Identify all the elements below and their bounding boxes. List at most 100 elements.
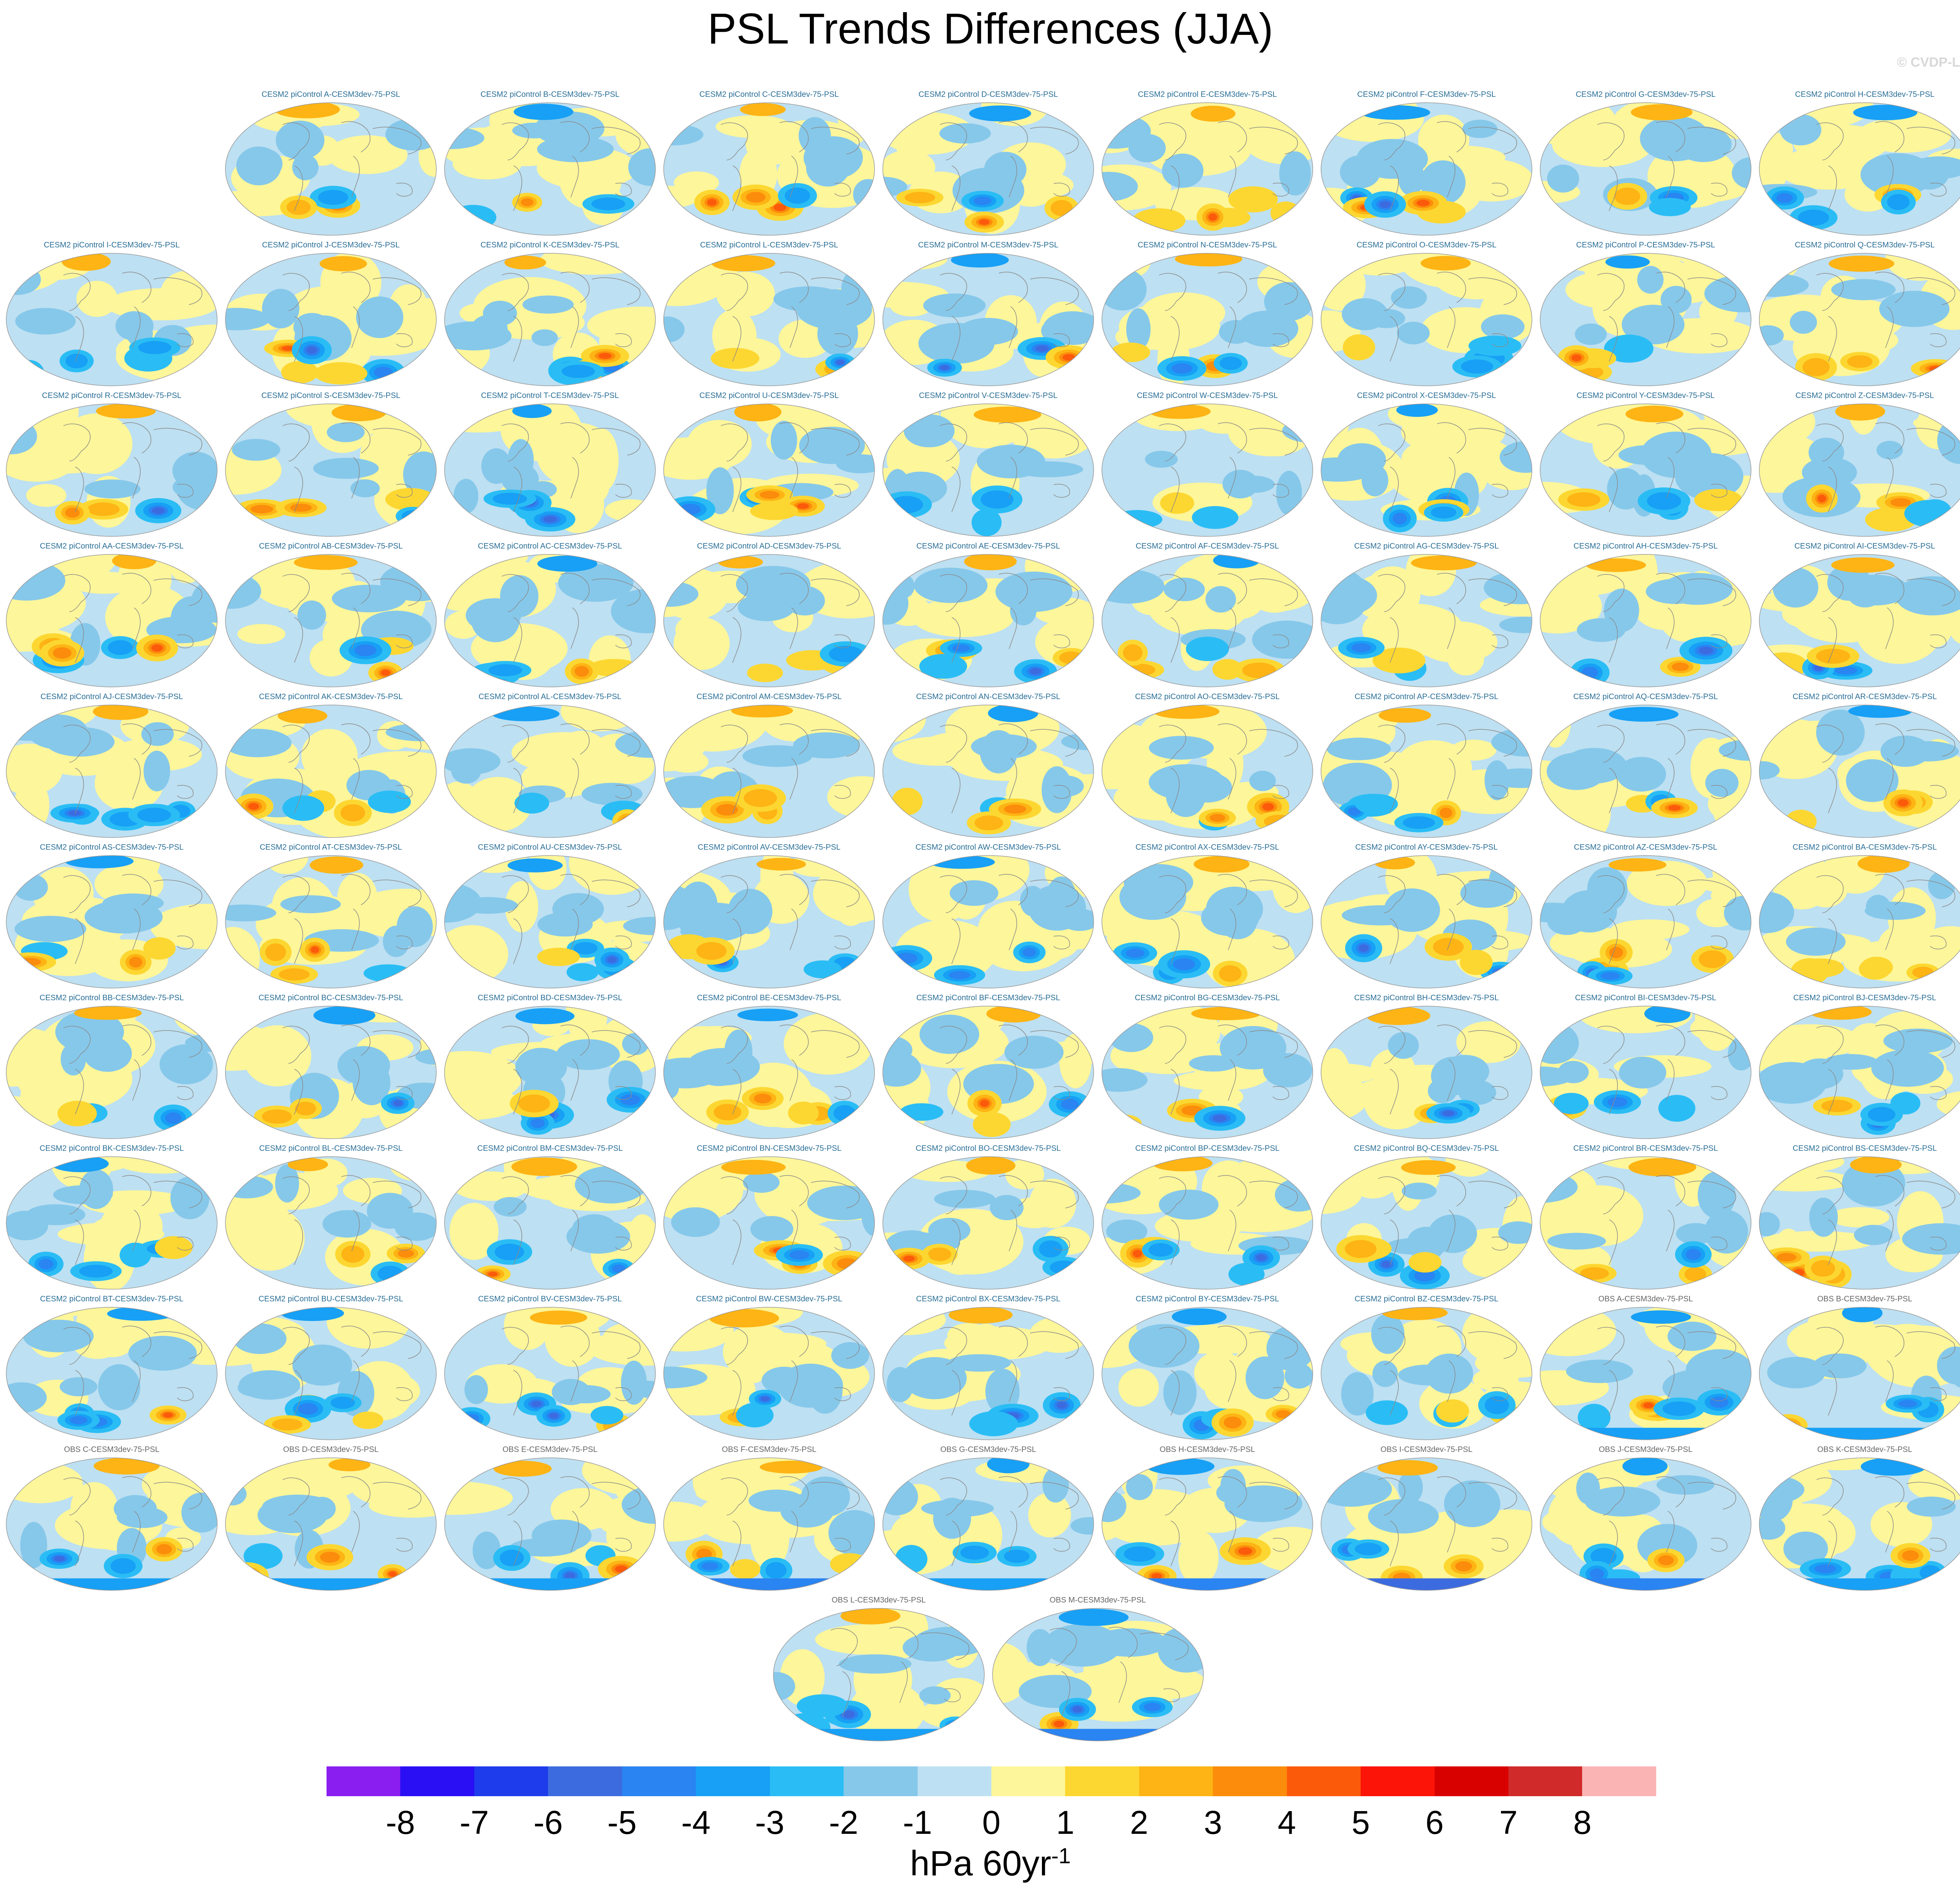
coastline: [1656, 1025, 1685, 1056]
anomaly-band: [1102, 1578, 1313, 1590]
colorbar-tick-label: -5: [607, 1804, 637, 1841]
anomaly-cell: [612, 1264, 626, 1273]
map-panel: CESM2 piControl F-CESM3dev-75-PSL: [1319, 90, 1534, 237]
field-layer: [445, 856, 655, 988]
coastline: [1828, 467, 1837, 512]
anomaly-cell: [788, 1101, 819, 1125]
anomaly-cell: [1276, 1410, 1291, 1418]
field-blob: [715, 115, 791, 138]
coastline: [1437, 1175, 1466, 1206]
field-blob: [924, 856, 1030, 902]
field-layer: [1321, 856, 1532, 988]
map-border: [1321, 855, 1532, 988]
field-blob: [1656, 1475, 1715, 1495]
map-plot: [1759, 1006, 1960, 1139]
coastline: [341, 723, 370, 755]
map-border: [663, 253, 875, 386]
field-blob: [196, 404, 217, 432]
panel-title: CESM2 piControl BC-CESM3dev-75-PSL: [258, 994, 403, 1002]
map-border: [1540, 554, 1751, 687]
anomaly-cell: [234, 1567, 261, 1584]
coastline: [789, 908, 798, 950]
coastline: [372, 578, 421, 606]
coastline: [341, 272, 370, 303]
anomaly-cell: [137, 808, 171, 823]
map-plot: [1102, 705, 1313, 838]
anomaly-cell: [1571, 354, 1582, 362]
coastline: [811, 879, 860, 907]
map-panel: CESM2 piControl AY-CESM3dev-75-PSL: [1319, 843, 1534, 990]
map-plot: [1759, 1156, 1960, 1290]
coastline: [1390, 1069, 1399, 1115]
coastline: [1468, 729, 1517, 757]
map-border: [1102, 554, 1313, 687]
coastline: [1468, 879, 1517, 907]
coastline: [1666, 457, 1675, 499]
field-blob: [586, 428, 619, 492]
coastline: [1656, 272, 1685, 303]
coastline: [1609, 1069, 1618, 1115]
anomaly-cell: [96, 404, 156, 419]
anomaly-cell: [79, 1265, 113, 1278]
anomaly-band: [773, 1729, 984, 1741]
coastline: [1816, 273, 1844, 311]
coastline: [1666, 1210, 1675, 1252]
panel-title: OBS A-CESM3dev-75-PSL: [1598, 1295, 1693, 1303]
coastline: [951, 316, 960, 362]
field-blob: [1425, 1354, 1474, 1394]
map-border: [882, 253, 1094, 386]
colorbar-tick-label: -2: [829, 1804, 858, 1841]
coastline: [1390, 1370, 1399, 1416]
coastline: [1218, 1025, 1247, 1056]
anomaly-cell: [1351, 643, 1371, 652]
field-blob: [68, 571, 140, 594]
coastline: [998, 121, 1028, 153]
map-panel: CESM2 piControl BP-CESM3dev-75-PSL: [1100, 1144, 1314, 1291]
field-blob: [1341, 1372, 1374, 1416]
anomaly-cell: [1607, 1097, 1628, 1107]
field-blob: [947, 1354, 1011, 1372]
coastline: [1159, 1477, 1186, 1515]
anomaly-cell: [1815, 1564, 1837, 1573]
coastline: [834, 785, 851, 799]
colorbar-swatch: [1213, 1766, 1287, 1796]
colorbar-tick-label: -6: [533, 1804, 563, 1841]
field-blob: [1149, 736, 1214, 760]
anomaly-cell: [239, 1570, 257, 1581]
field-blob: [512, 122, 556, 138]
anomaly-cell: [1220, 356, 1242, 370]
coastline: [341, 573, 370, 604]
map-plot: [225, 403, 437, 537]
map-panel: CESM2 piControl BT-CESM3dev-75-PSL: [5, 1295, 219, 1442]
field-blob: [1321, 1070, 1369, 1123]
anomaly-cell: [1439, 807, 1452, 818]
field-layer: [1540, 705, 1751, 838]
anomaly-cell: [328, 1458, 370, 1472]
coastline: [1828, 918, 1837, 964]
map-plot: [444, 403, 656, 537]
field-blob: [700, 1496, 760, 1530]
coastline: [1447, 306, 1455, 348]
coastline: [1272, 1086, 1289, 1100]
coastline: [1447, 1059, 1455, 1101]
colorbar-tick-label: 0: [982, 1804, 1001, 1841]
anomaly-cell: [23, 368, 36, 380]
anomaly-cell: [980, 490, 1014, 509]
anomaly-cell: [842, 1710, 855, 1718]
coastline: [282, 423, 310, 461]
map-panel: CESM2 piControl AA-CESM3dev-75-PSL: [5, 542, 219, 689]
field-blob: [297, 600, 326, 630]
anomaly-cell: [760, 491, 780, 499]
field-layer: [664, 856, 875, 988]
field-blob: [623, 917, 655, 935]
coastline: [592, 1181, 641, 1208]
coastline: [1906, 1030, 1955, 1058]
anomaly-cell: [721, 1160, 786, 1175]
map-plot: [882, 705, 1094, 838]
coastline: [1228, 156, 1236, 198]
coastline: [341, 874, 370, 905]
map-border: [1759, 1006, 1960, 1139]
field-blob: [1264, 282, 1313, 321]
coastline: [1816, 875, 1844, 913]
anomaly-cell: [1379, 201, 1391, 208]
